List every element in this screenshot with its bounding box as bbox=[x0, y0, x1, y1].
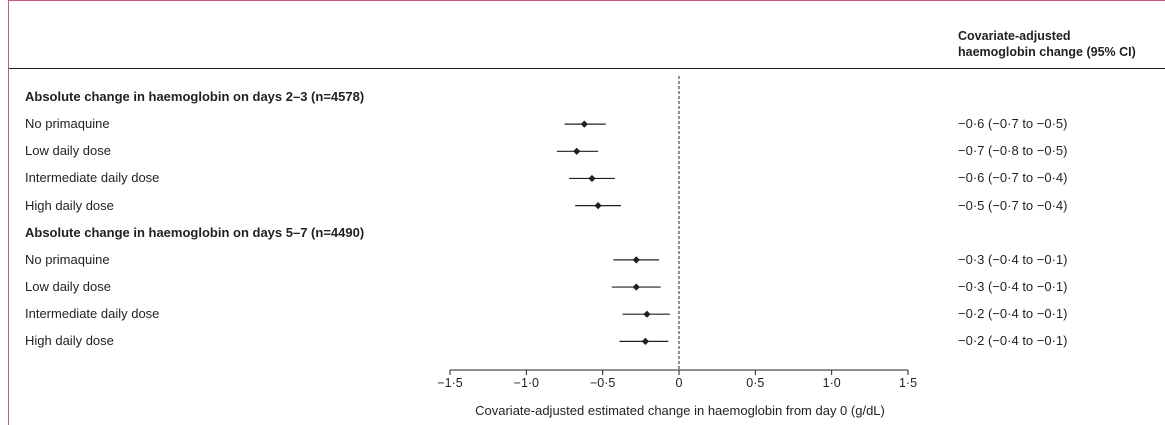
x-tick-label: −1·0 bbox=[514, 376, 539, 390]
ci-value: −0·2 (−0·4 to −0·1) bbox=[958, 306, 1068, 322]
ci-value: −0·5 (−0·7 to −0·4) bbox=[958, 197, 1068, 213]
x-tick-label: −0·5 bbox=[590, 376, 615, 390]
point-estimate bbox=[588, 174, 596, 183]
point-estimate bbox=[643, 310, 651, 318]
x-tick-label: 0·5 bbox=[746, 376, 764, 390]
row-label: Low daily dose bbox=[25, 279, 111, 295]
point-estimate bbox=[641, 337, 650, 345]
row-label: Intermediate daily dose bbox=[25, 306, 160, 322]
row-label: High daily dose bbox=[25, 197, 114, 213]
point-estimate bbox=[632, 283, 640, 291]
x-tick-label: −1·5 bbox=[437, 376, 462, 390]
x-tick-label: 0 bbox=[676, 376, 683, 390]
x-tick-label: 1·5 bbox=[899, 376, 917, 390]
x-axis-title: Covariate-adjusted estimated change in h… bbox=[475, 403, 885, 418]
row-label: Low daily dose bbox=[25, 143, 111, 159]
point-estimate bbox=[632, 256, 640, 264]
figure-frame-top bbox=[8, 0, 1165, 1]
row-label: High daily dose bbox=[25, 333, 114, 349]
row-label: No primaquine bbox=[25, 251, 110, 267]
x-tick-label: 1·0 bbox=[823, 376, 841, 390]
group-heading: Absolute change in haemoglobin on days 2… bbox=[25, 89, 365, 104]
point-estimate bbox=[573, 147, 581, 155]
header-rule bbox=[9, 68, 1165, 69]
point-estimate bbox=[594, 202, 602, 210]
ci-value: −0·3 (−0·4 to −0·1) bbox=[958, 279, 1068, 295]
group-heading: Absolute change in haemoglobin on days 5… bbox=[25, 224, 365, 240]
ci-header-line-2: haemoglobin change (95% CI) bbox=[958, 45, 1136, 59]
ci-column-header: Covariate-adjusted haemoglobin change (9… bbox=[958, 28, 1136, 60]
figure-frame-left bbox=[8, 0, 9, 425]
ci-value: −0·7 (−0·8 to −0·5) bbox=[958, 143, 1068, 159]
ci-header-line-1: Covariate-adjusted bbox=[958, 29, 1071, 43]
row-label: Intermediate daily dose bbox=[25, 170, 160, 186]
ci-value: −0·2 (−0·4 to −0·1) bbox=[958, 333, 1068, 349]
row-label: No primaquine bbox=[25, 116, 110, 132]
ci-value: −0·3 (−0·4 to −0·1) bbox=[958, 251, 1068, 267]
ci-value: −0·6 (−0·7 to −0·5) bbox=[958, 116, 1068, 132]
ci-value: −0·6 (−0·7 to −0·4) bbox=[958, 170, 1068, 186]
point-estimate bbox=[580, 120, 588, 128]
